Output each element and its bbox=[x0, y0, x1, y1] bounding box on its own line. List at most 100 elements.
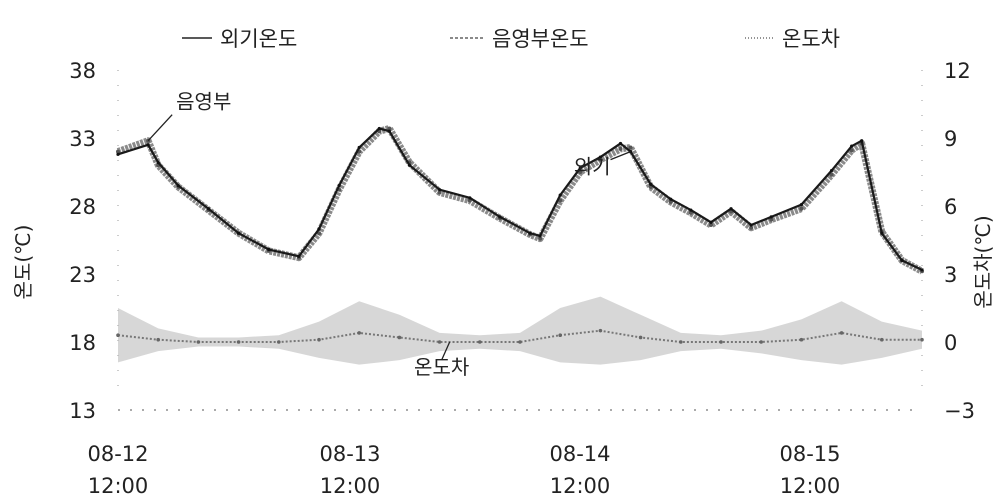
y-tick-label: 23 bbox=[69, 263, 96, 287]
outdoor-temperature-point bbox=[357, 145, 361, 150]
outdoor-temperature-point bbox=[116, 152, 120, 156]
outdoor-temperature-point bbox=[749, 223, 753, 227]
outdoor-temperature-point bbox=[860, 139, 864, 143]
y2-tick-label: 0 bbox=[944, 331, 957, 355]
annotation-label: 온도차 bbox=[414, 355, 469, 379]
outdoor-temperature-point bbox=[769, 215, 773, 219]
outdoor-temperature-point bbox=[528, 231, 532, 235]
outdoor-temperature-point bbox=[920, 268, 924, 272]
shade-temperature-point bbox=[769, 217, 774, 222]
difference-point bbox=[357, 331, 362, 335]
difference-point bbox=[317, 337, 321, 342]
difference-line bbox=[117, 329, 922, 343]
difference-point bbox=[839, 331, 844, 335]
difference-point bbox=[880, 337, 884, 342]
difference-point bbox=[799, 337, 804, 342]
shade-temperature-point bbox=[538, 236, 543, 241]
x-axis: 08-12 12:00 08-13 12:00 08-14 12:00 08-1… bbox=[87, 442, 840, 498]
y2-axis-title: 온도차(℃) bbox=[971, 215, 995, 308]
outdoor-temperature-point bbox=[799, 203, 804, 207]
outdoor-temperature-point bbox=[618, 141, 623, 146]
outdoor-temperature-line bbox=[117, 127, 923, 271]
outdoor-temperature-point bbox=[689, 208, 693, 212]
shade-temperature-series bbox=[116, 124, 924, 275]
y2-tick-label: 9 bbox=[944, 127, 957, 151]
y2-tick-label: 3 bbox=[944, 263, 957, 287]
outdoor-temperature-point bbox=[267, 247, 271, 252]
outdoor-temperature-point bbox=[538, 234, 542, 238]
x-tick-time: 12:00 bbox=[780, 474, 841, 498]
outdoor-temperature-point bbox=[156, 160, 160, 165]
shade-temperature-point bbox=[116, 149, 120, 154]
y2-tick-label: −3 bbox=[944, 399, 975, 423]
y2-tick-label: 12 bbox=[944, 59, 971, 83]
difference-point bbox=[518, 340, 522, 344]
difference-point bbox=[478, 340, 482, 344]
shade-temperature-point bbox=[437, 190, 442, 195]
difference-point bbox=[156, 337, 160, 342]
outdoor-temperature-point bbox=[850, 144, 854, 148]
outdoor-temperature-point bbox=[498, 215, 502, 219]
x-tick-time: 12:00 bbox=[320, 474, 381, 498]
difference-point bbox=[920, 337, 924, 342]
difference-point bbox=[638, 335, 643, 340]
difference-point bbox=[196, 340, 201, 344]
y-tick-label: 18 bbox=[69, 331, 96, 355]
outdoor-temperature-point bbox=[709, 220, 713, 224]
y-tick-label: 28 bbox=[69, 195, 96, 219]
outdoor-temperature-point bbox=[337, 184, 341, 188]
outdoor-temperature-point bbox=[468, 196, 472, 200]
outdoor-temperature-point bbox=[146, 143, 150, 147]
outdoor-temperature-series bbox=[116, 126, 924, 272]
shade-temperature-point bbox=[829, 172, 834, 177]
difference-point bbox=[277, 340, 281, 344]
legend-item-outdoor: 외기온도 bbox=[182, 27, 297, 51]
difference-point bbox=[719, 340, 723, 344]
y-axis-left: 38 33 28 23 18 13 bbox=[69, 59, 96, 423]
outdoor-temperature-point bbox=[598, 155, 603, 159]
difference-point bbox=[558, 333, 562, 338]
outdoor-temperature-point bbox=[317, 227, 321, 231]
x-tick-date: 08-12 bbox=[87, 442, 148, 466]
shade-temperature-point bbox=[618, 146, 623, 151]
outdoor-temperature-point bbox=[829, 169, 834, 173]
outdoor-temperature-point bbox=[176, 184, 180, 188]
legend-label-shade: 음영부온도 bbox=[492, 27, 589, 51]
outdoor-temperature-point bbox=[669, 197, 673, 201]
difference-band bbox=[118, 296, 922, 365]
y2-tick-label: 6 bbox=[944, 195, 957, 219]
legend: 외기온도 음영부온도 온도차 bbox=[182, 27, 840, 51]
outdoor-temperature-point bbox=[377, 126, 381, 131]
x-tick-time: 12:00 bbox=[550, 474, 611, 498]
outdoor-temperature-point bbox=[237, 231, 241, 235]
shade-temperature-point bbox=[799, 206, 804, 211]
x-tick-date: 08-15 bbox=[779, 442, 840, 466]
outdoor-temperature-point bbox=[649, 182, 653, 186]
annotation-arrow bbox=[147, 114, 173, 142]
y-tick-label: 13 bbox=[69, 399, 96, 423]
x-tick-time: 12:00 bbox=[88, 474, 149, 498]
x-tick-date: 08-14 bbox=[549, 442, 610, 466]
y-tick-label: 38 bbox=[69, 59, 96, 83]
difference-series bbox=[116, 70, 924, 411]
outdoor-temperature-point bbox=[900, 258, 904, 262]
outdoor-temperature-point bbox=[206, 207, 211, 211]
y-tick-label: 33 bbox=[69, 127, 96, 151]
outdoor-temperature-point bbox=[880, 231, 884, 235]
difference-point bbox=[437, 340, 442, 344]
shade-temperature-point bbox=[387, 126, 392, 131]
outdoor-temperature-point bbox=[297, 254, 301, 258]
y-axis-title: 온도(℃) bbox=[11, 225, 35, 300]
difference-point bbox=[116, 333, 120, 338]
annotation-label: 외기 bbox=[574, 155, 611, 179]
annotation-label: 음영부 bbox=[176, 90, 231, 114]
shade-temperature-point bbox=[708, 223, 713, 228]
annotation-arrow bbox=[610, 150, 631, 161]
difference-point bbox=[759, 340, 763, 344]
difference-point bbox=[598, 328, 603, 333]
outdoor-temperature-point bbox=[407, 163, 412, 167]
legend-item-difference: 온도차 bbox=[745, 27, 840, 51]
y-axis-right: 12 9 6 3 0 −3 bbox=[944, 59, 975, 423]
